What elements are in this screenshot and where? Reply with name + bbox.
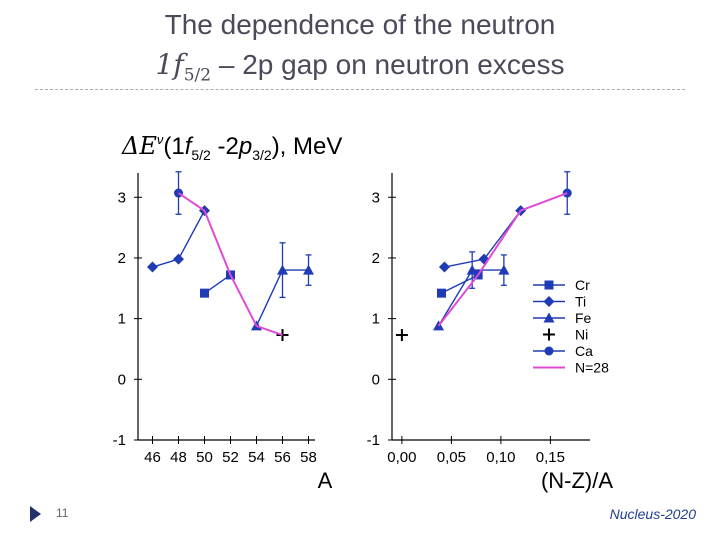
panel1-y-tick-label: -1 xyxy=(367,432,380,449)
panel1-y-tick-label: 2 xyxy=(372,250,380,267)
panel1-x-tick-label: 0,00 xyxy=(387,449,416,466)
panel1-series-n28-line xyxy=(437,192,568,327)
panel0-series-ti-point xyxy=(147,261,158,273)
panel0-series-n28-line xyxy=(177,192,283,336)
panel0-x-tick-label: 46 xyxy=(144,449,161,466)
legend-ni-marker xyxy=(543,328,555,341)
panel0-y-tick-label: 0 xyxy=(118,371,126,388)
legend-ti-label: Ti xyxy=(575,294,586,310)
panel0-x-tick-label: 50 xyxy=(196,449,213,466)
title-line-2: 1f5/2 – 2p gap on neutron excess xyxy=(0,48,720,93)
title-divider xyxy=(35,89,685,90)
panel1-series-fe-point xyxy=(498,264,510,275)
panel0-y-tick-label: 3 xyxy=(118,189,126,206)
title-rest: – 2p gap on neutron excess xyxy=(211,49,565,80)
legend-cr-marker xyxy=(544,280,554,290)
panel1-series-fe-point xyxy=(466,264,478,275)
title-math-sub: 5/2 xyxy=(183,65,212,86)
title-math: 1f xyxy=(155,48,184,81)
panel0-series-ti-point xyxy=(173,253,184,265)
panel1-x-tick-label: 0,10 xyxy=(486,449,515,466)
title-line-1: The dependence of the neutron xyxy=(164,9,556,40)
panel0-series-fe-point xyxy=(303,264,314,275)
legend-ca-marker xyxy=(544,346,554,356)
legend-ca-label: Ca xyxy=(575,343,593,359)
slide-bullet-icon xyxy=(30,506,41,522)
panel1-x-axis-label: (N-Z)/A xyxy=(541,468,613,493)
panel1-x-tick-label: 0,05 xyxy=(437,449,466,466)
y-axis-label: ΔEν(1f5/2 -2p3/2), MeV xyxy=(121,132,342,163)
panel1-y-tick-label: 1 xyxy=(372,311,380,328)
panel0-y-tick-label: -1 xyxy=(113,432,126,449)
panel0-x-tick-label: 56 xyxy=(274,449,291,466)
legend-fe-label: Fe xyxy=(575,310,592,326)
panel1-y-tick-label: 0 xyxy=(372,371,380,388)
legend-ni-label: Ni xyxy=(575,327,588,343)
panel0-x-tick-label: 48 xyxy=(170,449,187,466)
panel0-x-tick-label: 54 xyxy=(248,449,265,466)
panel0-series-fe-point xyxy=(277,264,288,275)
panel0-x-axis-label: A xyxy=(318,468,333,493)
legend-n28-label: N=28 xyxy=(575,360,609,376)
panel0-y-tick-label: 2 xyxy=(118,250,126,267)
footer-label: Nucleus-2020 xyxy=(609,506,696,522)
panel1-series-cr-point xyxy=(437,288,446,298)
legend-fe-marker xyxy=(543,312,555,323)
panel1-series-ti-point xyxy=(438,261,450,273)
panel0-series-cr-point xyxy=(200,288,209,298)
legend-cr-label: Cr xyxy=(575,277,590,293)
panel1-y-tick-label: 3 xyxy=(372,189,380,206)
slide-number: 11 xyxy=(56,506,69,520)
panel0-x-tick-label: 52 xyxy=(222,449,239,466)
panel1-series-ni-point xyxy=(395,329,408,342)
panel1-x-tick-label: 0,15 xyxy=(536,449,565,466)
panel0-x-tick-label: 58 xyxy=(300,449,317,466)
legend-ti-marker xyxy=(543,296,555,307)
panel0-y-tick-label: 1 xyxy=(118,311,126,328)
